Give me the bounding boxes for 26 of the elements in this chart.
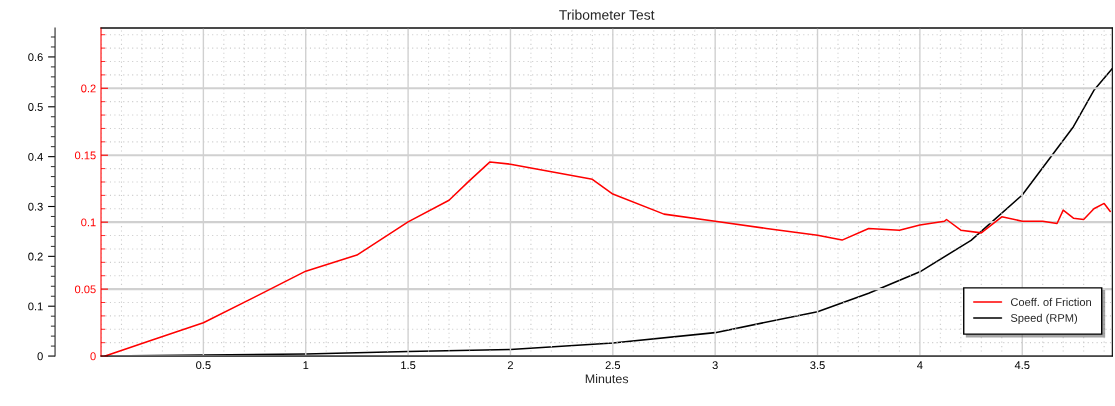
y2-tick-label: 0.3 bbox=[28, 202, 43, 211]
y2-tick-label: 0.5 bbox=[28, 103, 43, 111]
y-tick-label: 0.1 bbox=[81, 218, 96, 227]
y-tick-label: 0.05 bbox=[74, 285, 96, 294]
y2-tick-label: 0.6 bbox=[28, 53, 43, 62]
y-tick-label: 0.2 bbox=[81, 84, 96, 93]
x-tick-label: 3 bbox=[712, 361, 718, 370]
chart-title: Tribometer Test bbox=[559, 9, 655, 20]
legend-label: Coeff. of Friction bbox=[1010, 297, 1091, 306]
x-tick-label: 4 bbox=[917, 361, 923, 369]
x-tick-label: 3.5 bbox=[810, 361, 825, 370]
x-tick-label: 4.5 bbox=[1014, 361, 1030, 370]
y2-tick-label: 0.1 bbox=[28, 302, 43, 311]
line-series bbox=[104, 161, 1112, 357]
y2-tick-label: 0 bbox=[37, 352, 43, 361]
x-tick-label: 1.5 bbox=[401, 361, 416, 370]
x-tick-label: 2.5 bbox=[605, 361, 621, 370]
x-axis-title: Minutes bbox=[585, 374, 629, 384]
y2-tick-label: 0.4 bbox=[28, 152, 43, 161]
legend-label: Speed (RPM) bbox=[1010, 313, 1078, 325]
x-tick-label: 1 bbox=[303, 361, 309, 369]
y-tick-label: 0 bbox=[90, 352, 96, 361]
y-tick-label: 0.15 bbox=[74, 151, 96, 160]
y2-tick-label: 0.2 bbox=[28, 252, 43, 261]
x-tick-label: 0.5 bbox=[196, 361, 211, 370]
x-tick-label: 2 bbox=[507, 361, 513, 369]
